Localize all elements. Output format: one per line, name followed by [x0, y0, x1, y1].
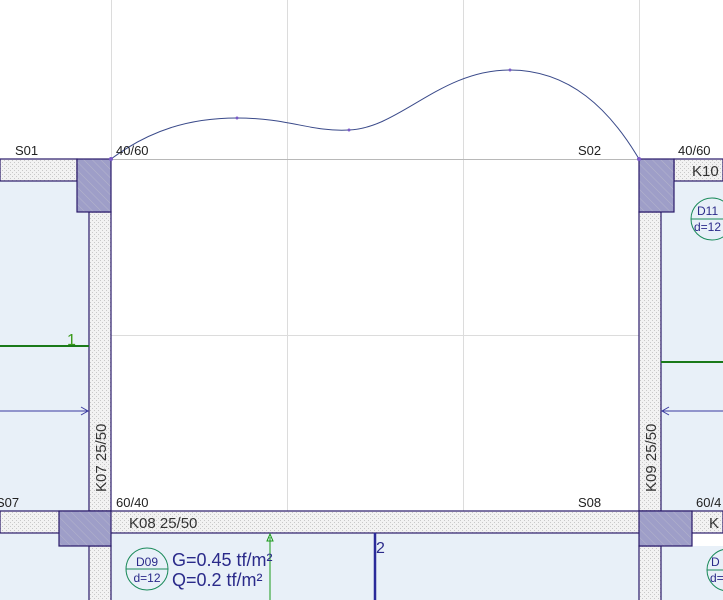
marker-2: 2 [376, 540, 385, 557]
label-s07: S07 [0, 495, 19, 510]
column-s01[interactable] [76, 158, 112, 213]
label-k08: K08 25/50 [129, 515, 197, 532]
beam-bottom-right[interactable] [638, 545, 662, 600]
column-s02[interactable] [638, 158, 675, 213]
slab-partial-thickness: d= [710, 571, 723, 585]
label-k07: K07 25/50 [93, 424, 110, 492]
slab-tag-d09[interactable]: D09 d=12 [125, 547, 169, 591]
label-s01: S01 [15, 143, 38, 158]
slab-d09-dead-load: G=0.45 tf/m² [172, 550, 273, 570]
label-k09: K09 25/50 [643, 424, 660, 492]
slab-tag-partial[interactable]: D d= [706, 549, 723, 591]
column-s08[interactable] [638, 510, 693, 547]
label-s02-size: 40/60 [678, 143, 711, 158]
spline-curve[interactable] [110, 69, 640, 160]
slab-d09-thickness: d=12 [133, 571, 160, 585]
slab-partial-name: D [711, 555, 720, 569]
label-s01-size: 40/60 [116, 143, 149, 158]
slab-right-d11[interactable] [661, 181, 723, 511]
beam-top-left[interactable] [0, 158, 78, 182]
label-k10: K10 [692, 163, 719, 180]
curve-control-points [109, 68, 641, 161]
slab-tag-d11[interactable]: D11 d=12 [690, 197, 723, 241]
label-s08: S08 [578, 495, 601, 510]
marker-1: 1 [67, 332, 76, 349]
slab-d11-thickness: d=12 [694, 220, 721, 234]
slab-d09-live-load: Q=0.2 tf/m² [172, 570, 263, 590]
label-s02: S02 [578, 143, 601, 158]
label-k-partial: K [709, 515, 719, 532]
beam-k08[interactable] [0, 510, 723, 534]
label-s07-size: 60/40 [116, 495, 149, 510]
slab-d09-name: D09 [136, 555, 158, 569]
label-s08-size: 60/4 [696, 495, 721, 510]
arrow-head-left-icon [660, 406, 670, 416]
grid-lines [111, 0, 640, 533]
slab-d11-name: D11 [697, 204, 718, 218]
column-s07[interactable] [58, 510, 112, 547]
arrow-head-right-icon [80, 406, 90, 416]
green-arrow-head-icon [266, 532, 274, 542]
beam-bottom-left[interactable] [88, 545, 112, 600]
